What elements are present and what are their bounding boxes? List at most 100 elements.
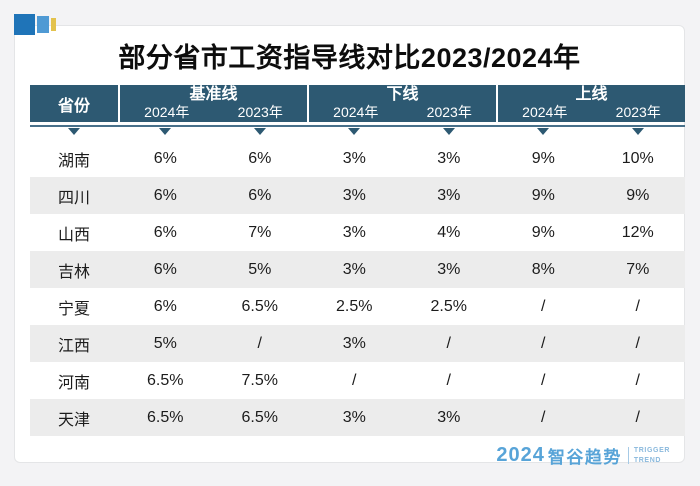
province-cell: 吉林 <box>57 263 90 281</box>
logo-tagline-top: TRIGGER <box>633 447 670 455</box>
province-cell: 湖南 <box>57 152 90 170</box>
triangle-down-icon <box>68 128 80 135</box>
table-row: 湖南 6% 6% 3% 3% 9% 10% <box>30 140 685 177</box>
triangle-down-icon <box>348 128 361 135</box>
value-cell: / <box>257 334 262 352</box>
value-cell: 2.5% <box>336 297 373 315</box>
value-cell: 6.5% <box>147 371 184 389</box>
value-cell: 6.5% <box>241 297 278 315</box>
value-cell: 8% <box>531 260 555 278</box>
group-label: 下线 <box>386 86 419 103</box>
column-markers <box>30 127 685 140</box>
decor-square-yellow <box>51 18 56 31</box>
value-cell: 6% <box>153 223 177 241</box>
logo-brand: 智谷趋势 <box>547 448 622 467</box>
value-cell: / <box>635 297 640 315</box>
value-cell: 5% <box>248 260 272 278</box>
table-row: 河南 6.5% 7.5% / / / / <box>30 362 685 399</box>
card-footer: 2024 智谷趋势 TRIGGER TREND <box>15 436 684 468</box>
value-cell: 6% <box>248 149 272 167</box>
group-label: 基准线 <box>189 86 238 103</box>
header-group-lower: 下线 2024年 2023年 <box>309 85 496 122</box>
table-row: 天津 6.5% 6.5% 3% 3% / / <box>30 399 685 436</box>
value-cell: 6% <box>153 149 177 167</box>
value-cell: 6.5% <box>241 408 278 426</box>
province-cell: 山西 <box>57 226 90 244</box>
table-body: 湖南 6% 6% 3% 3% 9% 10% 四川 6% 6% 3% 3% 9% … <box>30 140 685 436</box>
header-group-baseline: 基准线 2024年 2023年 <box>120 85 307 122</box>
year-header: 2024年 <box>522 104 568 120</box>
header-underline <box>30 125 685 127</box>
value-cell: 6.5% <box>147 408 184 426</box>
decor-square-dark-blue <box>14 14 35 35</box>
triangle-down-icon <box>537 128 550 135</box>
logo-divider <box>627 447 629 464</box>
triangle-down-icon <box>442 128 455 135</box>
value-cell: 3% <box>342 408 366 426</box>
value-cell: 3% <box>437 260 461 278</box>
value-cell: / <box>541 334 546 352</box>
table-row: 四川 6% 6% 3% 3% 9% 9% <box>30 177 685 214</box>
logo-tagline: TRIGGER TREND <box>634 446 670 465</box>
value-cell: 3% <box>342 223 366 241</box>
value-cell: 3% <box>342 260 366 278</box>
province-cell: 四川 <box>57 189 90 207</box>
value-cell: 3% <box>437 149 461 167</box>
value-cell: / <box>541 371 546 389</box>
value-cell: 9% <box>531 186 555 204</box>
province-cell: 河南 <box>57 374 90 392</box>
table-row: 吉林 6% 5% 3% 3% 8% 7% <box>30 251 685 288</box>
value-cell: / <box>635 408 640 426</box>
table-row: 江西 5% / 3% / / / <box>30 325 685 362</box>
value-cell: 7% <box>626 260 650 278</box>
header-province: 省份 <box>30 85 118 122</box>
logo-tagline-bottom: TREND <box>633 456 662 464</box>
year-header: 2023年 <box>237 104 283 120</box>
value-cell: 7.5% <box>241 371 278 389</box>
group-label: 上线 <box>575 86 608 103</box>
brand-logo: 2024 智谷趋势 TRIGGER TREND <box>496 443 670 468</box>
value-cell: 5% <box>153 334 177 352</box>
year-header: 2024年 <box>144 104 190 120</box>
value-cell: 6% <box>153 297 177 315</box>
value-cell: / <box>446 371 451 389</box>
year-header: 2024年 <box>333 104 379 120</box>
value-cell: 2.5% <box>430 297 467 315</box>
triangle-down-icon <box>631 128 644 135</box>
value-cell: / <box>635 334 640 352</box>
value-cell: 6% <box>248 186 272 204</box>
value-cell: / <box>635 371 640 389</box>
table-row: 宁夏 6% 6.5% 2.5% 2.5% / / <box>30 288 685 325</box>
value-cell: 3% <box>437 408 461 426</box>
value-cell: / <box>541 408 546 426</box>
page-title: 部分省市工资指导线对比2023/2024年 <box>118 43 581 73</box>
province-cell: 宁夏 <box>57 300 90 318</box>
table-row: 山西 6% 7% 3% 4% 9% 12% <box>30 214 685 251</box>
province-cell: 江西 <box>57 337 90 355</box>
value-cell: 6% <box>153 260 177 278</box>
value-cell: 7% <box>248 223 272 241</box>
value-cell: 3% <box>342 186 366 204</box>
decor-square-light-blue <box>37 16 49 33</box>
logo-year: 2024 <box>496 444 545 466</box>
value-cell: 3% <box>437 186 461 204</box>
province-cell: 天津 <box>57 411 90 429</box>
value-cell: 3% <box>342 334 366 352</box>
value-cell: 3% <box>342 149 366 167</box>
value-cell: / <box>541 297 546 315</box>
infographic-card: 部分省市工资指导线对比2023/2024年 省份 基准线 2024年 2023年… <box>14 25 685 467</box>
triangle-down-icon <box>159 128 172 135</box>
triangle-down-icon <box>253 128 266 135</box>
table-header: 省份 基准线 2024年 2023年 下线 2024年 2023年 上线 202… <box>30 85 685 122</box>
value-cell: 9% <box>531 149 555 167</box>
value-cell: 4% <box>437 223 461 241</box>
value-cell: 9% <box>531 223 555 241</box>
value-cell: / <box>446 334 451 352</box>
value-cell: 9% <box>626 186 650 204</box>
year-header: 2023年 <box>615 104 661 120</box>
value-cell: 6% <box>153 186 177 204</box>
value-cell: / <box>352 371 357 389</box>
wage-guideline-table: 省份 基准线 2024年 2023年 下线 2024年 2023年 上线 202… <box>30 85 685 436</box>
value-cell: 12% <box>621 223 654 241</box>
year-header: 2023年 <box>426 104 472 120</box>
